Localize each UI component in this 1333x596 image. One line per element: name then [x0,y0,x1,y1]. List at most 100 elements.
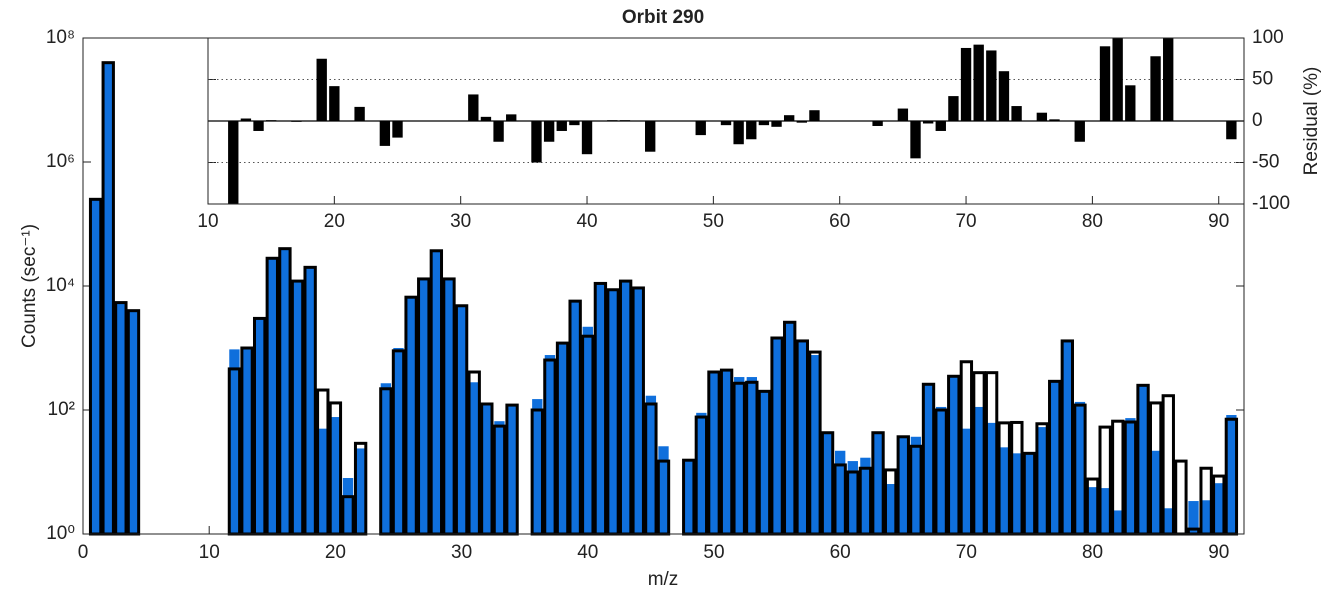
bar [948,377,959,534]
bar [1036,427,1048,534]
bar [872,121,883,126]
bar [1011,453,1023,534]
bar [581,121,593,155]
bar [304,267,316,534]
bar [115,302,127,534]
y-tick-label: 0 [1252,110,1263,131]
bar [696,412,707,534]
bar [708,372,720,534]
bar [771,337,783,534]
bar [241,348,253,534]
bar [240,118,252,121]
bar [379,121,391,146]
x-tick-label: 30 [451,542,472,563]
bar [759,391,770,534]
bar [1062,340,1073,534]
bar [645,121,656,152]
bar [569,121,580,126]
bar [885,484,896,534]
bar [897,108,909,121]
bar [1137,384,1149,534]
x-tick-label: 10 [197,211,218,232]
x-tick-label: 40 [577,542,598,563]
bar [620,281,631,534]
bar [1074,401,1086,534]
bar [468,94,479,121]
x-axis-label: m/z [648,569,679,590]
bar [910,436,922,534]
bar [532,399,543,534]
bar [809,355,821,534]
bar [291,121,302,122]
bar [1150,56,1161,122]
bar [418,278,429,534]
x-tick-label: 30 [450,211,471,232]
bar [1188,501,1199,534]
bar [784,322,795,534]
bar [128,310,139,534]
bar [973,44,984,121]
x-tick-label: 90 [1208,211,1229,232]
bar [595,283,606,534]
bar [1112,38,1123,121]
bar [1163,38,1174,121]
bar [317,428,328,534]
bar [469,382,480,534]
bar [392,121,403,138]
x-tick-label: 60 [829,211,850,232]
bar [834,450,846,534]
y-axis-label: Counts (sec⁻¹) [19,224,40,348]
y-tick-label: 10⁸ [46,27,75,48]
y-tick-label: 10⁴ [46,275,75,296]
bar [1049,119,1060,121]
bar [658,446,669,534]
bar [1125,85,1136,121]
y-tick-label: -100 [1252,193,1290,214]
bar [734,377,745,534]
y-tick-label: 50 [1252,69,1273,90]
bar [695,121,706,136]
bar [329,86,340,121]
bar [582,326,593,534]
bar [229,349,240,534]
bar [847,461,858,534]
bar [935,406,947,534]
x-tick-label: 80 [1082,211,1103,232]
bar [267,258,278,534]
bar [1150,450,1161,534]
bar [1024,452,1035,534]
bar [720,121,732,126]
x-tick-label: 80 [1082,542,1103,563]
bar [1163,508,1174,534]
bar [797,340,808,534]
bar [1074,121,1085,142]
bar [531,121,542,163]
bar [1087,487,1098,534]
y-tick-label: -50 [1252,152,1279,173]
bar [481,403,493,534]
bar [999,447,1010,534]
bar [1011,106,1022,121]
bar [898,436,909,534]
residual-axis-label: Residual (%) [1301,67,1322,176]
bar [1049,381,1060,534]
y-tick-label: 10² [48,399,75,420]
bar [90,199,101,535]
bar [355,448,366,534]
bar [1226,415,1237,534]
bar [228,121,239,204]
bar [342,478,354,534]
bar [961,428,972,534]
bar [872,432,884,534]
bar [292,281,303,534]
bar [860,457,871,534]
bar [443,278,455,534]
bar [986,422,997,534]
x-tick-label: 20 [325,542,346,563]
chart-title: Orbit 290 [622,7,704,28]
bar [1100,488,1111,534]
bar [922,121,934,124]
y-tick-label: 10⁰ [46,523,75,544]
x-tick-label: 60 [830,542,851,563]
